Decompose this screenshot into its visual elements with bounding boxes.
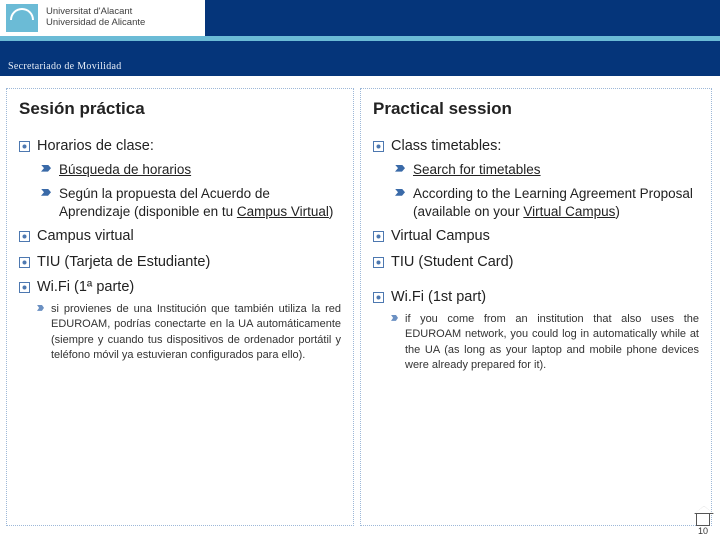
list-item: if you come from an institution that als… (405, 312, 699, 374)
list-item: TIU (Student Card) (391, 253, 699, 273)
uni-line2: Universidad de Alicante (46, 18, 145, 29)
list-item: si provienes de una Institución que tamb… (51, 302, 341, 364)
list-item: According to the Learning Agreement Prop… (413, 185, 699, 221)
logo-text: Universitat d'Alacant Universidad de Ali… (46, 7, 145, 29)
list-left: Horarios de clase:Búsqueda de horariosSe… (19, 137, 341, 363)
heading-right: Practical session (373, 99, 699, 119)
list-right: Class timetables:Search for timetablesAc… (373, 137, 699, 373)
heading-left: Sesión práctica (19, 99, 341, 119)
logo-icon (6, 4, 38, 32)
banner-stripe (0, 36, 720, 41)
column-left: Sesión práctica Horarios de clase:Búsque… (6, 88, 354, 526)
list-item: TIU (Tarjeta de Estudiante) (37, 253, 341, 273)
list-item: Según la propuesta del Acuerdo de Aprend… (59, 185, 341, 221)
list-item: Campus virtual (37, 227, 341, 247)
column-right: Practical session Class timetables:Searc… (360, 88, 712, 526)
list-item: Wi.Fi (1st part)if you come from an inst… (391, 288, 699, 373)
list-item: Virtual Campus (391, 227, 699, 247)
content: Sesión práctica Horarios de clase:Búsque… (0, 76, 720, 540)
list-item: Búsqueda de horarios (59, 161, 341, 179)
list-item: Horarios de clase:Búsqueda de horariosSe… (37, 137, 341, 221)
banner-subtitle: Secretariado de Movilidad (8, 61, 122, 72)
list-item: Class timetables:Search for timetablesAc… (391, 137, 699, 221)
list-item: Search for timetables (413, 161, 699, 179)
list-item: Wi.Fi (1ª parte)si provienes de una Inst… (37, 278, 341, 363)
slide-number: 10 (696, 526, 710, 536)
banner: Universitat d'Alacant Universidad de Ali… (0, 0, 720, 76)
logo-area: Universitat d'Alacant Universidad de Ali… (0, 0, 205, 36)
home-icon: 10 (696, 514, 710, 536)
